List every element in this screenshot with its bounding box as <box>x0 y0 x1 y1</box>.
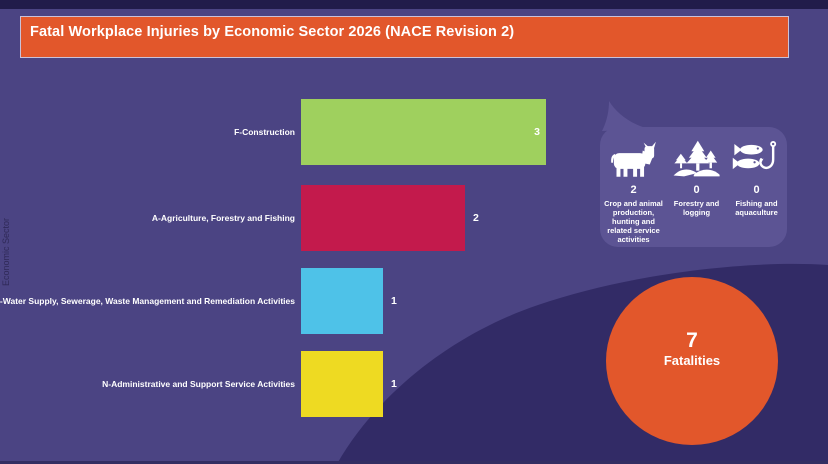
callout-item-fishing[interactable]: 0 Fishing and aquaculture <box>727 138 787 247</box>
callout-label: Forestry and logging <box>673 199 720 217</box>
kpi-label: Fatalities <box>663 353 721 368</box>
bar-row-construction: F-Construction 3 <box>0 99 600 165</box>
top-strip <box>0 0 828 9</box>
bar-value: 1 <box>391 295 397 307</box>
bar-row-water-supply: E-Water Supply, Sewerage, Waste Manageme… <box>0 268 600 334</box>
callout-item-crop-animal[interactable]: 2 Crop and animal production, hunting an… <box>601 138 667 247</box>
bar-label: N-Administrative and Support Service Act… <box>102 379 295 389</box>
bar-chart: F-Construction 3 A-Agriculture, Forestry… <box>0 99 600 417</box>
bar-row-administrative: N-Administrative and Support Service Act… <box>0 351 600 417</box>
callout-tail <box>602 101 650 131</box>
fish-icon <box>730 138 784 182</box>
callout-value: 0 <box>753 184 760 196</box>
callout-label: Crop and animal production, hunting and … <box>604 199 663 244</box>
fatalities-kpi[interactable]: 7 Fatalities <box>606 277 778 445</box>
bar-value: 2 <box>473 212 479 224</box>
bar-label: A-Agriculture, Forestry and Fishing <box>151 213 295 223</box>
callout-bubble: 2 Crop and animal production, hunting an… <box>600 127 787 247</box>
bar-water-supply[interactable]: 1 <box>301 268 397 334</box>
callout-value: 2 <box>630 184 637 196</box>
callout-item-forestry[interactable]: 0 Forestry and logging <box>671 138 723 247</box>
bar-construction[interactable]: 3 <box>301 99 546 165</box>
kpi-text: 7 Fatalities <box>664 329 720 369</box>
bar-value: 3 <box>534 126 540 138</box>
bar-agriculture[interactable]: 2 <box>301 185 479 251</box>
page-title: Fatal Workplace Injuries by Economic Sec… <box>30 24 515 40</box>
bottom-strip <box>0 461 828 464</box>
bar-row-agriculture: A-Agriculture, Forestry and Fishing 2 <box>0 185 600 251</box>
kpi-value: 7 <box>686 329 698 352</box>
trees-icon <box>672 138 722 182</box>
bar-value: 1 <box>391 378 397 390</box>
cow-icon <box>607 138 661 182</box>
bar-administrative[interactable]: 1 <box>301 351 397 417</box>
bar-label: F-Construction <box>234 127 295 137</box>
callout-label: Fishing and aquaculture <box>735 199 778 217</box>
callout-value: 0 <box>693 184 700 196</box>
bar-label: E-Water Supply, Sewerage, Waste Manageme… <box>0 296 295 306</box>
page-title-banner: Fatal Workplace Injuries by Economic Sec… <box>20 16 789 58</box>
